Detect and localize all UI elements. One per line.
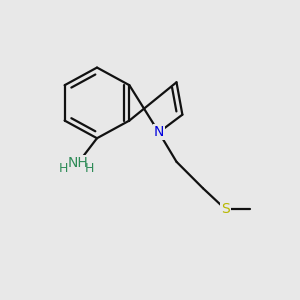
Text: NH: NH	[68, 156, 88, 170]
Text: S: S	[221, 202, 230, 216]
Text: N: N	[154, 125, 164, 139]
Text: H: H	[85, 162, 94, 175]
Text: H: H	[59, 162, 68, 175]
